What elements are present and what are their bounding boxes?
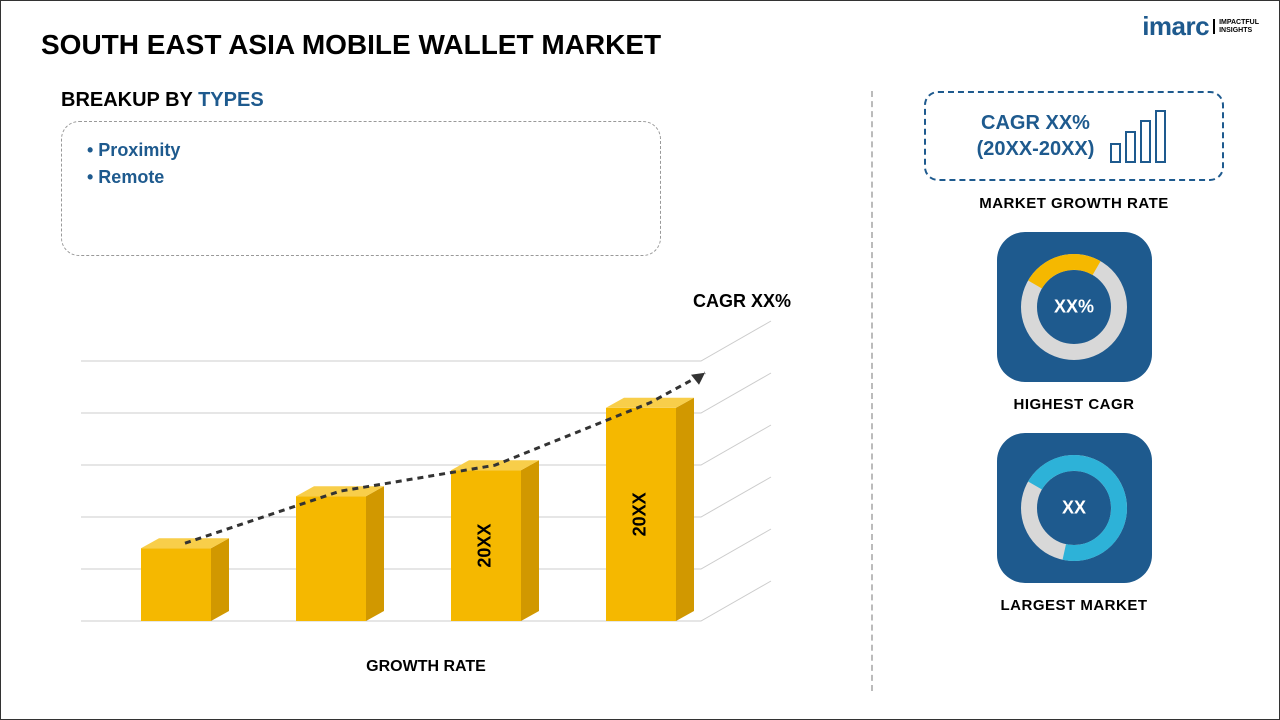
- largest-market-label: LARGEST MARKET: [1001, 597, 1148, 614]
- cagr-box: CAGR XX%(20XX-20XX): [924, 91, 1224, 181]
- types-list: • Proximity• Remote: [87, 137, 635, 191]
- right-panel: CAGR XX%(20XX-20XX) MARKET GROWTH RATE X…: [909, 91, 1239, 614]
- cagr-text: CAGR XX%(20XX-20XX): [977, 110, 1095, 162]
- page-title: SOUTH EAST ASIA MOBILE WALLET MARKET: [41, 29, 661, 61]
- breakup-subtitle: BREAKUP BY TYPES: [61, 89, 264, 112]
- types-box: • Proximity• Remote: [61, 121, 661, 256]
- cagr-label: CAGR XX%: [693, 291, 791, 312]
- largest-market-value: XX: [1062, 498, 1086, 519]
- bars-icon: [1109, 109, 1171, 164]
- highest-cagr-tile: XX%: [997, 232, 1152, 382]
- logo-tagline: IMPACTFULINSIGHTS: [1213, 19, 1259, 34]
- chart-svg: 20XX 20XX: [61, 281, 791, 641]
- type-item: • Proximity: [87, 137, 635, 164]
- type-item: • Remote: [87, 164, 635, 191]
- logo: imarc IMPACTFULINSIGHTS: [1142, 11, 1259, 42]
- svg-text:20XX: 20XX: [475, 524, 495, 568]
- highest-cagr-label: HIGHEST CAGR: [1013, 396, 1134, 413]
- svg-text:20XX: 20XX: [630, 492, 650, 536]
- growth-chart: 20XX 20XX CAGR XX% GROWTH RATE: [61, 281, 791, 681]
- vertical-divider: [871, 91, 873, 691]
- subtitle-highlight: TYPES: [198, 89, 264, 111]
- growth-rate-label: GROWTH RATE: [366, 658, 486, 676]
- highest-cagr-value: XX%: [1054, 297, 1094, 318]
- largest-market-tile: XX: [997, 433, 1152, 583]
- subtitle-prefix: BREAKUP BY: [61, 89, 198, 111]
- market-growth-rate-label: MARKET GROWTH RATE: [979, 195, 1169, 212]
- logo-main: imarc: [1142, 11, 1209, 42]
